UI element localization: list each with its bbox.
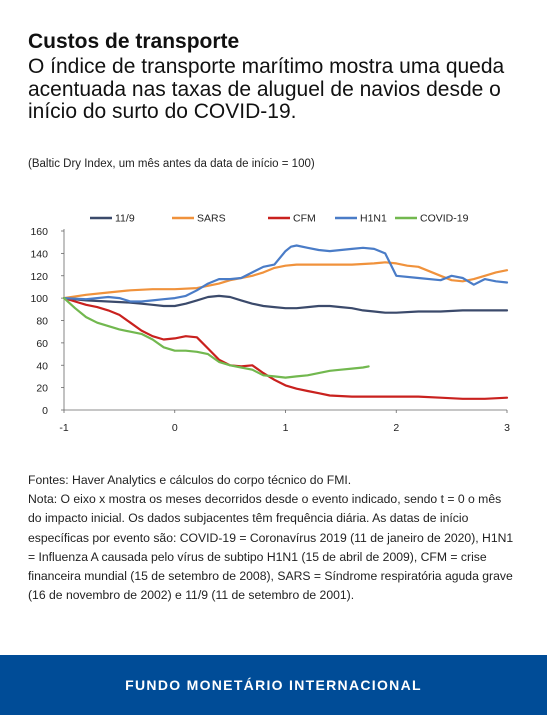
y-tick-label: 140 (30, 248, 48, 260)
x-tick-label: 0 (172, 422, 178, 434)
unit-note: (Baltic Dry Index, um mês antes da data … (28, 158, 315, 170)
series-line-h1n1 (62, 244, 509, 303)
series-line-11-9 (62, 294, 509, 314)
series-line-cfm (62, 296, 509, 400)
y-tick-label: 80 (36, 316, 48, 328)
legend-label: COVID-19 (420, 213, 469, 225)
y-tick-label: 40 (36, 360, 48, 372)
chart-subtitle: O índice de transporte marítimo mostra u… (28, 55, 505, 123)
y-tick-label: 0 (42, 405, 48, 417)
chart-title: Custos de transporte (28, 30, 240, 53)
x-tick-label: 2 (393, 422, 399, 434)
chart-notes: Fontes: Haver Analytics e cálculos do co… (28, 471, 518, 605)
legend-label: H1N1 (360, 213, 387, 225)
y-tick-label: 20 (36, 383, 48, 395)
line-chart: 0 20 40 60 80 100 120 140 160 -1 0 1 2 3 11/9 SARS CFM H1… (30, 213, 510, 435)
y-tick-label: 60 (36, 338, 48, 350)
x-tick-label: -1 (59, 422, 68, 434)
y-tick-label: 160 (30, 226, 48, 238)
legend-label: CFM (293, 213, 316, 225)
legend-label: 11/9 (115, 213, 135, 225)
y-tick-label: 120 (30, 271, 48, 283)
organization-name: FUNDO MONETÁRIO INTERNACIONAL (125, 677, 422, 693)
series-line-covid-19 (62, 296, 370, 379)
series-line-sars (62, 261, 509, 300)
source-note: Fontes: Haver Analytics e cálculos do co… (28, 473, 352, 487)
y-tick-label: 100 (30, 293, 48, 305)
legend-label: SARS (197, 213, 226, 225)
x-tick-label: 1 (283, 422, 289, 434)
x-tick-label: 3 (504, 422, 510, 434)
footer-banner: FUNDO MONETÁRIO INTERNACIONAL (0, 655, 547, 715)
methodology-note: Nota: O eixo x mostra os meses decorrido… (28, 492, 514, 603)
